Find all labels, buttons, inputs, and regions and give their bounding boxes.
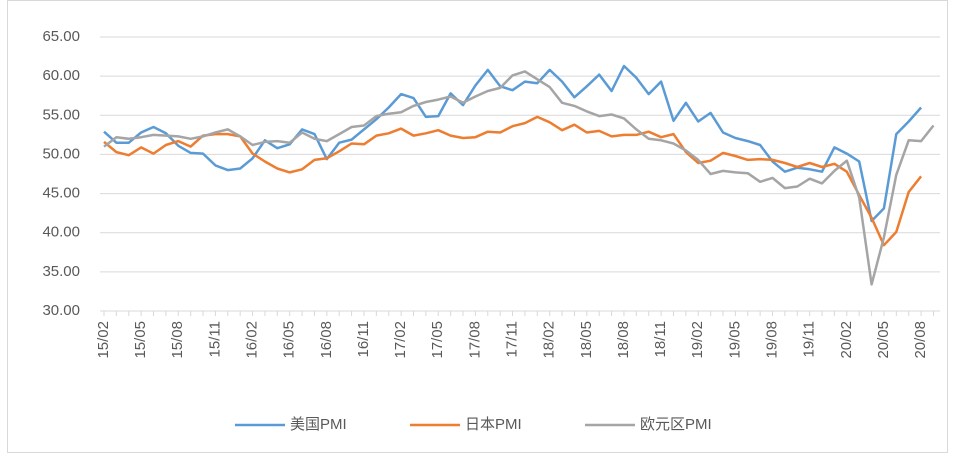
x-tick-label: 20/05 [875, 321, 892, 359]
legend-label: 日本PMI [465, 416, 522, 433]
chart-frame [7, 0, 948, 453]
x-tick-label: 15/08 [169, 321, 186, 359]
x-tick-label: 16/05 [281, 321, 298, 359]
x-tick-label: 15/11 [206, 321, 223, 357]
y-tick-label: 30.00 [42, 302, 80, 319]
x-tick-label: 18/11 [652, 321, 669, 357]
legend-label: 美国PMI [290, 416, 347, 433]
x-tick-label: 20/08 [912, 321, 929, 359]
x-tick-label: 17/11 [504, 321, 521, 357]
y-tick-label: 65.00 [42, 28, 80, 45]
y-tick-label: 35.00 [42, 263, 80, 280]
x-tick-label: 18/08 [615, 321, 632, 359]
x-tick-label: 18/05 [578, 321, 595, 359]
x-tick-label: 16/11 [355, 321, 372, 357]
line-series [103, 70, 935, 286]
y-tick-label: 60.00 [42, 67, 80, 84]
y-tick-label: 45.00 [42, 185, 80, 202]
x-tick-label: 19/02 [689, 321, 706, 359]
line-series [103, 64, 923, 223]
x-tick-label: 18/02 [541, 321, 558, 359]
x-tick-label: 17/08 [466, 321, 483, 359]
x-tick-label: 16/08 [318, 321, 335, 359]
legend-label: 欧元区PMI [640, 416, 712, 433]
x-tick-label: 19/11 [801, 321, 818, 357]
x-tick-label: 20/02 [838, 321, 855, 359]
x-tick-label: 19/08 [763, 321, 780, 359]
x-tick-label: 15/02 [95, 321, 112, 359]
x-tick-label: 17/05 [429, 321, 446, 359]
y-tick-label: 55.00 [42, 106, 80, 123]
x-tick-label: 17/02 [392, 321, 409, 359]
y-tick-label: 50.00 [42, 145, 80, 162]
y-tick-label: 40.00 [42, 224, 80, 241]
x-tick-label: 19/05 [726, 321, 743, 359]
x-tick-label: 16/02 [244, 321, 261, 359]
x-tick-label: 15/05 [132, 321, 149, 359]
